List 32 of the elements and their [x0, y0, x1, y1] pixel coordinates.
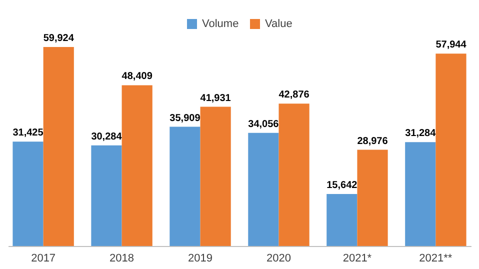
- legend-label: Value: [265, 18, 292, 30]
- data-label: 48,409: [122, 71, 153, 82]
- x-tick-label: 2018: [110, 252, 134, 264]
- bar: [357, 150, 388, 246]
- data-label: 31,284: [405, 128, 436, 140]
- data-label: 34,056: [248, 118, 280, 130]
- data-label: 15,642: [326, 180, 358, 192]
- bar: [200, 106, 231, 246]
- data-label: 57,944: [436, 40, 467, 51]
- x-tick-label: 2017: [31, 252, 56, 264]
- bar: [170, 126, 200, 246]
- data-label: 30,284: [91, 131, 122, 142]
- x-tick-label: 2021**: [419, 252, 453, 264]
- data-label: 59,924: [43, 33, 74, 44]
- data-label: 35,909: [170, 112, 201, 124]
- data-label: 31,425: [12, 128, 44, 139]
- data-label: 42,876: [278, 90, 310, 101]
- bar: [326, 194, 358, 246]
- data-label: 28,976: [357, 136, 388, 147]
- data-label: 41,931: [200, 92, 232, 104]
- legend-label: Volume: [202, 18, 239, 30]
- bar: [122, 85, 152, 246]
- bar: [248, 132, 279, 246]
- bar: [278, 104, 310, 246]
- bar: [436, 54, 466, 246]
- bar: [12, 142, 44, 246]
- bar: [405, 142, 436, 246]
- bar: [91, 145, 122, 246]
- x-tick-label: 2021*: [342, 252, 372, 264]
- x-tick-label: 2019: [188, 252, 213, 264]
- bar: [43, 47, 74, 246]
- x-tick-label: 2020: [266, 252, 291, 264]
